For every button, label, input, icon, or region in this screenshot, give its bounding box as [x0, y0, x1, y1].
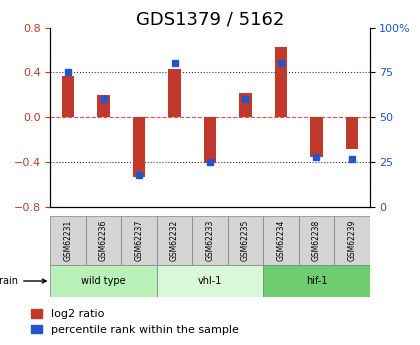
Bar	[97, 95, 110, 117]
Bar	[204, 117, 216, 163]
Text: hif-1: hif-1	[306, 276, 327, 286]
FancyBboxPatch shape	[121, 216, 157, 265]
Text: strain: strain	[0, 276, 46, 286]
Text: GDS1379 / 5162: GDS1379 / 5162	[136, 10, 284, 28]
Bar	[62, 76, 74, 117]
Text: GSM62238: GSM62238	[312, 220, 321, 261]
Text: vhl-1: vhl-1	[198, 276, 222, 286]
Text: GSM62237: GSM62237	[134, 220, 144, 261]
Text: GSM62232: GSM62232	[170, 220, 179, 261]
Bar	[239, 92, 252, 117]
Text: GSM62239: GSM62239	[347, 220, 356, 261]
Legend: log2 ratio, percentile rank within the sample: log2 ratio, percentile rank within the s…	[26, 305, 243, 339]
FancyBboxPatch shape	[299, 216, 334, 265]
FancyBboxPatch shape	[50, 216, 86, 265]
FancyBboxPatch shape	[334, 216, 370, 265]
Text: GSM62231: GSM62231	[64, 220, 73, 261]
Text: GSM62236: GSM62236	[99, 220, 108, 261]
Bar	[346, 117, 358, 149]
Text: GSM62235: GSM62235	[241, 220, 250, 261]
FancyBboxPatch shape	[86, 216, 121, 265]
FancyBboxPatch shape	[157, 216, 192, 265]
Bar	[310, 117, 323, 157]
FancyBboxPatch shape	[263, 216, 299, 265]
Bar	[133, 117, 145, 177]
Text: GSM62234: GSM62234	[276, 220, 286, 261]
Text: wild type: wild type	[81, 276, 126, 286]
Bar	[168, 69, 181, 117]
FancyBboxPatch shape	[50, 265, 157, 297]
Bar	[275, 47, 287, 117]
FancyBboxPatch shape	[263, 265, 370, 297]
Text: GSM62233: GSM62233	[205, 220, 215, 261]
FancyBboxPatch shape	[228, 216, 263, 265]
FancyBboxPatch shape	[192, 216, 228, 265]
FancyBboxPatch shape	[157, 265, 263, 297]
